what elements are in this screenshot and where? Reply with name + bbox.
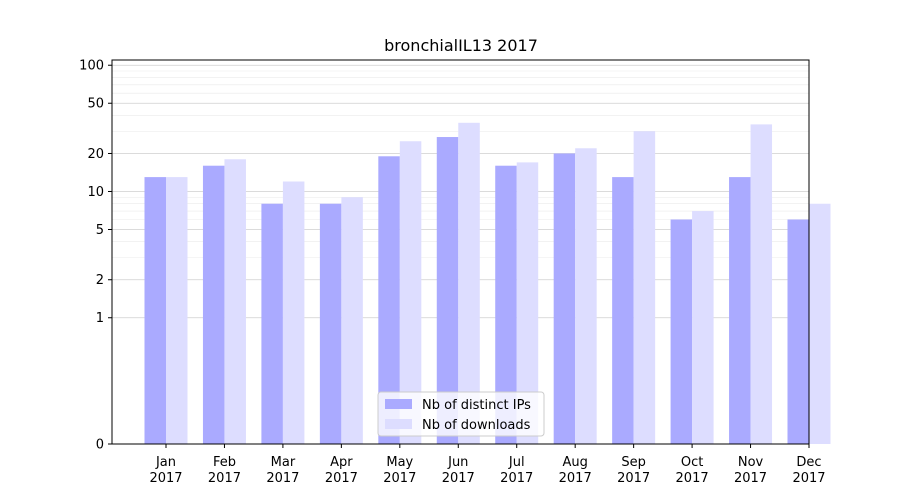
bar-downloads bbox=[692, 211, 714, 444]
bar-distinct-ips bbox=[436, 137, 459, 444]
x-tick-label-year: 2017 bbox=[559, 471, 592, 486]
x-tick-label-year: 2017 bbox=[676, 471, 709, 486]
bar-distinct-ips bbox=[670, 219, 693, 444]
x-tick-label-month: Sep bbox=[621, 455, 646, 470]
bar-downloads bbox=[633, 131, 656, 444]
y-tick-label: 10 bbox=[87, 185, 104, 200]
legend-label: Nb of downloads bbox=[422, 418, 531, 433]
bar-downloads bbox=[224, 159, 246, 445]
x-tick-label-month: Jun bbox=[447, 455, 468, 470]
x-tick-label-month: Dec bbox=[796, 455, 821, 470]
bar-distinct-ips bbox=[202, 165, 225, 444]
y-tick-label: 1 bbox=[96, 311, 104, 326]
y-tick-label: 5 bbox=[96, 223, 104, 238]
legend-label: Nb of distinct IPs bbox=[422, 398, 531, 413]
legend-box bbox=[377, 391, 545, 437]
chart-title: bronchialIL13 2017 bbox=[384, 36, 538, 55]
x-tick-label-month: Oct bbox=[681, 455, 703, 470]
bar-distinct-ips bbox=[729, 177, 751, 445]
x-tick-label-year: 2017 bbox=[500, 471, 533, 486]
bar-distinct-ips bbox=[495, 165, 517, 444]
bar-downloads bbox=[750, 124, 773, 444]
bar-distinct-ips bbox=[319, 203, 342, 444]
x-tick-label-month: Jan bbox=[155, 455, 176, 470]
x-tick-label-year: 2017 bbox=[617, 471, 650, 486]
legend-swatch bbox=[385, 399, 412, 409]
x-tick-label-month: Aug bbox=[562, 455, 587, 470]
y-tick-label: 0 bbox=[96, 438, 104, 453]
y-tick-label: 2 bbox=[96, 273, 104, 288]
bar-distinct-ips bbox=[787, 219, 809, 444]
bar-downloads bbox=[458, 122, 480, 444]
bar-downloads bbox=[575, 148, 597, 444]
bar-downloads bbox=[282, 181, 305, 444]
x-tick-label-month: Jul bbox=[508, 455, 525, 470]
bar-distinct-ips bbox=[261, 203, 283, 444]
x-tick-label-year: 2017 bbox=[383, 471, 416, 486]
bar-downloads bbox=[166, 177, 188, 445]
x-tick-label-year: 2017 bbox=[266, 471, 299, 486]
bar-distinct-ips bbox=[553, 153, 576, 444]
x-tick-label-month: May bbox=[386, 455, 413, 470]
bar-distinct-ips bbox=[612, 177, 634, 445]
axes: Jan2017Feb2017Mar2017Apr2017May2017Jun20… bbox=[79, 59, 825, 486]
bar-downloads bbox=[809, 203, 831, 444]
plot-frame bbox=[111, 59, 810, 445]
y-tick-label: 50 bbox=[87, 97, 104, 112]
bars bbox=[144, 122, 831, 445]
x-tick-label-year: 2017 bbox=[442, 471, 475, 486]
x-tick-label-year: 2017 bbox=[734, 471, 767, 486]
x-tick-label-year: 2017 bbox=[208, 471, 241, 486]
x-tick-label-year: 2017 bbox=[149, 471, 182, 486]
y-tick-label: 20 bbox=[87, 147, 104, 162]
x-tick-label-month: Nov bbox=[738, 455, 764, 470]
x-tick-label-month: Mar bbox=[271, 455, 296, 470]
x-tick-label-year: 2017 bbox=[792, 471, 825, 486]
legend: Nb of distinct IPs Nb of downloads bbox=[377, 391, 545, 437]
y-tick-label: 100 bbox=[79, 59, 104, 74]
bar-downloads bbox=[399, 141, 422, 444]
x-tick-label-month: Apr bbox=[330, 455, 353, 470]
legend-swatch bbox=[385, 419, 412, 429]
bar-downloads bbox=[516, 162, 539, 444]
x-tick-label-month: Feb bbox=[213, 455, 236, 470]
bar-downloads bbox=[341, 197, 363, 444]
x-tick-label-year: 2017 bbox=[325, 471, 358, 486]
bar-distinct-ips bbox=[378, 156, 400, 444]
bar-distinct-ips bbox=[144, 177, 166, 445]
